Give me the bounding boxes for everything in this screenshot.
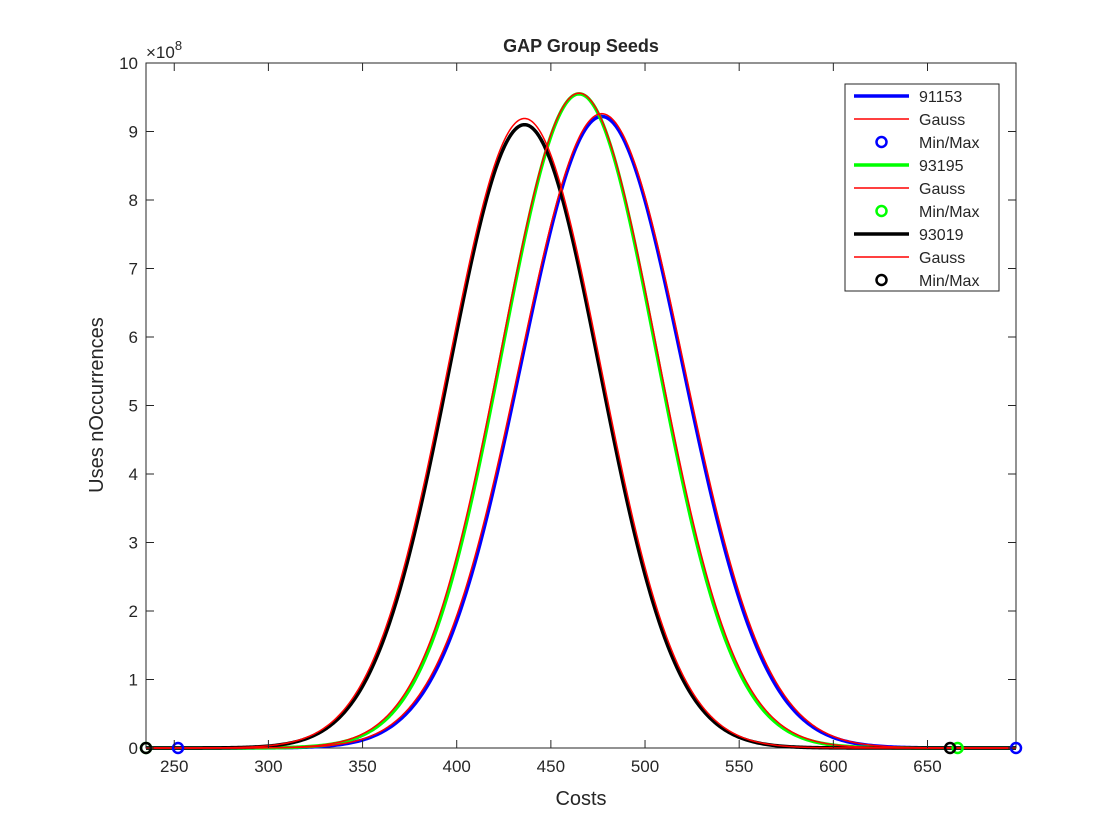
curves-layer — [145, 92, 1017, 750]
axis-ticks-layer: 250 300 350 400 450 500 550 600 650 0 1 2 3 4 5 6 7 8 9 10 — [119, 54, 1016, 776]
legend-gauss-label: Gauss — [919, 112, 965, 129]
x-axis-label: Costs — [555, 788, 606, 810]
y-axis-label: Uses nOccurrences — [86, 317, 108, 493]
legend-label-91153: 91153 — [919, 89, 962, 106]
x-tick-label: 650 — [913, 757, 941, 776]
chart-title: GAP Group Seeds — [503, 36, 659, 56]
x-tick-label: 550 — [725, 757, 753, 776]
legend-label-93195: 93195 — [919, 158, 964, 175]
y-tick-label: 7 — [129, 260, 138, 279]
y-axis-exponent: ×108 — [146, 38, 182, 62]
y-tick-label: 4 — [129, 465, 138, 484]
legend-gauss-label: Gauss — [919, 181, 965, 198]
legend: 91153 Gauss Min/Max 93195 Gauss Min/Max 93019 G… — [844, 83, 1000, 292]
y-tick-label: 10 — [119, 54, 138, 73]
legend-minmax-marker — [875, 273, 888, 287]
legend-gauss-label: Gauss — [919, 250, 965, 267]
legend-items: 91153 Gauss Min/Max 93195 Gauss Min/Max 93019 G… — [854, 89, 979, 290]
y-tick-label: 9 — [129, 123, 138, 142]
x-tick-label: 250 — [160, 757, 188, 776]
legend-label-93019: 93019 — [919, 227, 964, 244]
y-tick-label: 8 — [129, 191, 138, 210]
y-tick-label: 5 — [129, 397, 138, 416]
y-tick-label: 6 — [129, 328, 138, 347]
y-tick-label: 0 — [129, 739, 138, 758]
legend-minmax-marker — [875, 135, 888, 149]
legend-minmax-label: Min/Max — [919, 204, 979, 221]
max-marker-93195 — [951, 741, 964, 755]
x-tick-label: 450 — [537, 757, 565, 776]
legend-minmax-label: Min/Max — [919, 135, 979, 152]
y-exponent-base: ×10 — [146, 43, 175, 62]
y-exponent-power: 8 — [175, 38, 182, 53]
gauss-fit-line-93019 — [146, 117, 1016, 749]
x-tick-label: 600 — [819, 757, 847, 776]
x-tick-label: 350 — [348, 757, 376, 776]
legend-minmax-marker — [875, 204, 888, 218]
x-tick-label: 400 — [443, 757, 471, 776]
min-marker-91153 — [171, 741, 185, 755]
x-tick-label: 300 — [254, 757, 282, 776]
y-tick-label: 2 — [129, 602, 138, 621]
y-tick-label: 1 — [129, 671, 138, 690]
x-tick-label: 500 — [631, 757, 659, 776]
max-marker-93019 — [943, 741, 957, 755]
legend-minmax-label: Min/Max — [919, 273, 979, 290]
y-tick-label: 3 — [129, 534, 138, 553]
